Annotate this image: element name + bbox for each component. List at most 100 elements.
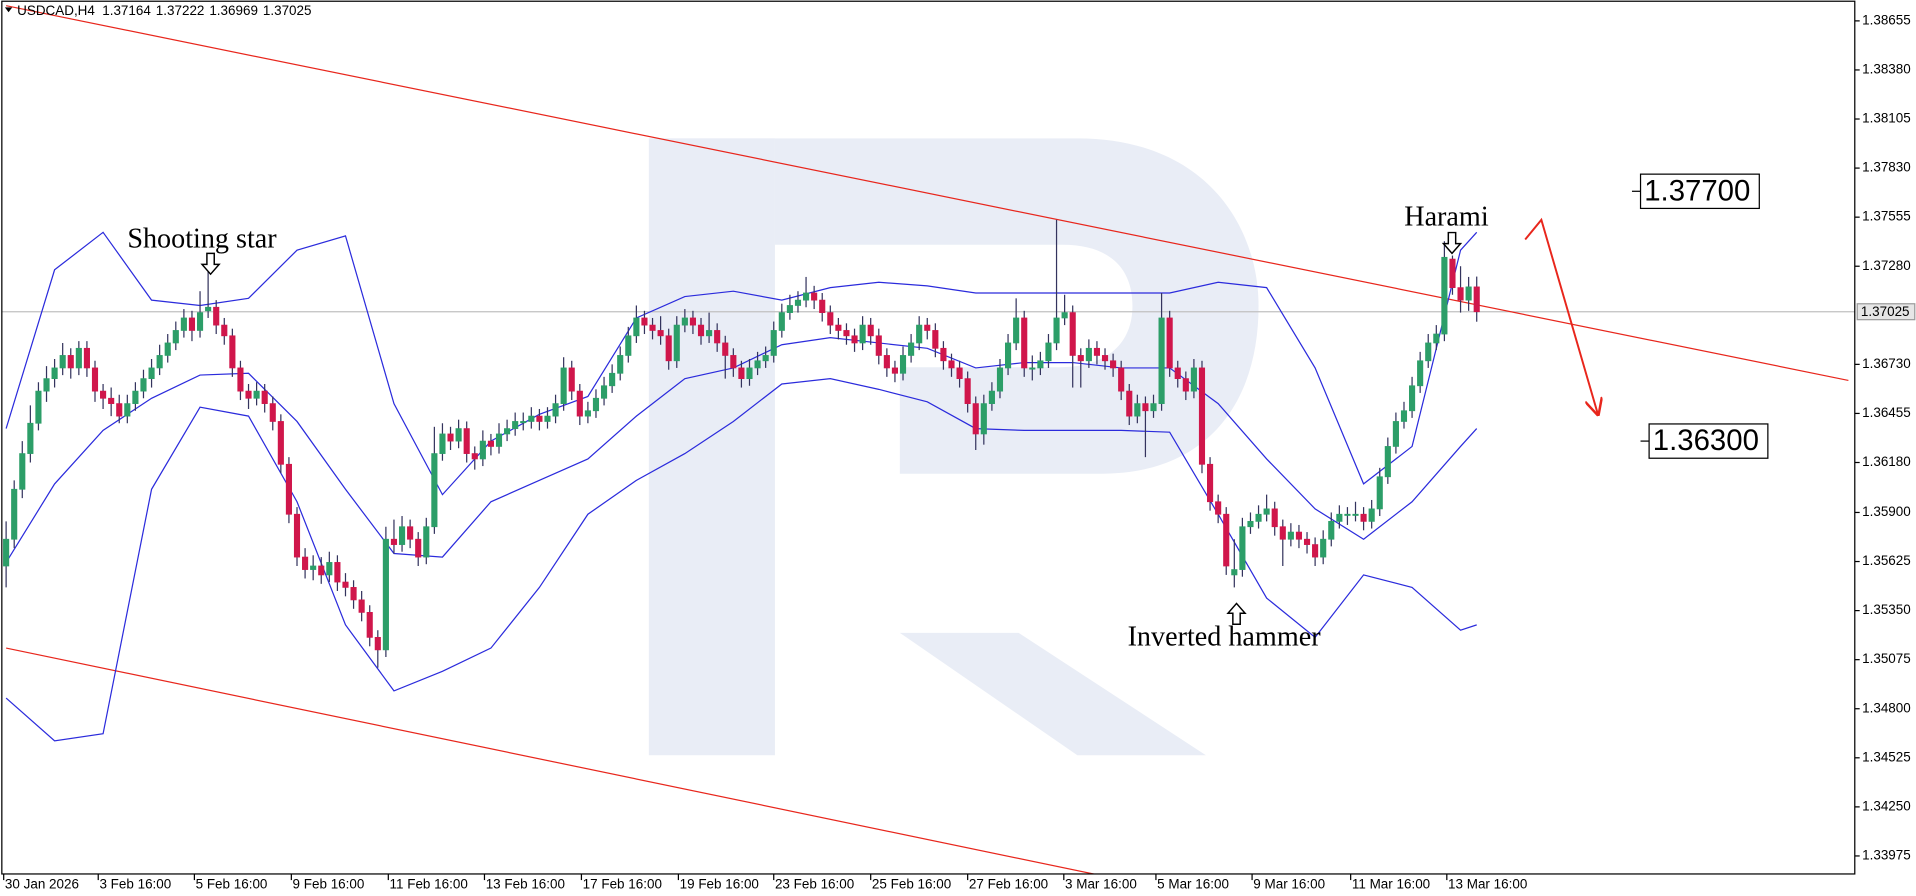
candle-body <box>778 312 785 331</box>
candle-body <box>956 367 963 380</box>
candle-body <box>407 526 414 540</box>
candle-body <box>35 390 42 424</box>
level-label: 1.37700 <box>1644 174 1750 207</box>
candle-body <box>948 360 955 369</box>
candle-body <box>1247 521 1254 528</box>
candle-body <box>1174 367 1181 380</box>
candle-body <box>67 355 74 369</box>
candle-body <box>318 565 325 576</box>
candle-body <box>657 330 664 337</box>
candle-body <box>972 403 979 435</box>
x-tick-label: 23 Feb 16:00 <box>775 877 854 892</box>
candle-body <box>891 367 899 374</box>
candle-body <box>172 330 179 344</box>
candle-body <box>1166 317 1173 369</box>
candle-body <box>415 538 422 558</box>
candle-body <box>1207 463 1214 503</box>
candle-body <box>358 599 365 613</box>
candle-body <box>326 562 333 576</box>
candle-body <box>1473 286 1480 313</box>
level-box <box>1639 173 1760 210</box>
candle-body <box>390 538 398 545</box>
candle-body <box>1295 531 1303 540</box>
candle-body <box>221 324 228 337</box>
candle-body <box>188 317 196 331</box>
y-tick-label: 1.34250 <box>1862 798 1911 813</box>
y-tick-label: 1.37830 <box>1862 160 1911 175</box>
candle-body <box>471 453 478 460</box>
candle-body <box>269 403 276 422</box>
candle-body <box>19 453 26 490</box>
candle-body <box>334 562 341 583</box>
candle-body <box>1409 385 1416 412</box>
candle-body <box>1101 355 1109 362</box>
candle-body <box>100 390 107 399</box>
candle-body <box>738 367 745 380</box>
candle-body <box>27 422 34 454</box>
candle-body <box>495 433 503 447</box>
candle-body <box>649 324 656 331</box>
y-tick-label: 1.34800 <box>1862 700 1911 715</box>
band-line <box>5 378 1477 742</box>
candle-body <box>964 378 971 404</box>
x-tick-label: 25 Feb 16:00 <box>872 877 951 892</box>
annotation: Shooting star <box>127 224 277 255</box>
candle-body <box>1360 513 1367 522</box>
candle-body <box>59 355 66 369</box>
candle-body <box>1053 317 1060 344</box>
x-tick-label: 11 Feb 16:00 <box>390 877 468 892</box>
candle-body <box>108 397 115 404</box>
candle-body <box>285 463 292 515</box>
candle-body <box>261 390 268 404</box>
candle-body <box>875 335 882 356</box>
candle-body <box>245 390 252 399</box>
candle-body <box>819 299 826 313</box>
candle-body <box>600 385 608 399</box>
candle-body <box>528 415 535 422</box>
candle-body <box>1077 355 1084 362</box>
watermark <box>648 138 1259 756</box>
annotation: Inverted hammer <box>1128 621 1322 652</box>
trend-line <box>5 5 1849 382</box>
x-tick-label: 27 Feb 16:00 <box>969 877 1048 892</box>
candle-body <box>560 367 567 404</box>
candle-body <box>237 367 244 392</box>
candle-body <box>1441 256 1448 335</box>
y-tick-label: 1.35350 <box>1862 602 1911 617</box>
candle-body <box>3 538 10 567</box>
candle-body <box>1425 342 1432 362</box>
x-tick-label: 3 Feb 16:00 <box>99 877 171 892</box>
x-tick-label: 11 Mar 16:00 <box>1352 877 1430 892</box>
candle-body <box>398 526 406 545</box>
candle-body <box>1255 513 1262 522</box>
candle-body <box>164 342 171 356</box>
candle-body <box>714 330 721 344</box>
candle-body <box>1158 317 1165 404</box>
candle-body <box>908 342 915 356</box>
menu-triangle <box>4 7 13 13</box>
candle-body <box>310 565 317 570</box>
candle-body <box>665 335 672 362</box>
candle-body <box>1085 347 1092 362</box>
candle-body <box>455 428 462 442</box>
candle-body <box>1287 531 1294 540</box>
y-tick-label: 1.37280 <box>1862 258 1911 273</box>
x-tick-label: 3 Mar 16:00 <box>1065 877 1137 892</box>
candle-body <box>277 421 284 465</box>
candle-body <box>859 324 866 344</box>
candle-body <box>1457 287 1464 301</box>
symbol: USDCAD,H4 <box>17 3 95 18</box>
x-tick-label: 30 Jan 2026 <box>5 877 79 892</box>
candle-body <box>1215 501 1222 515</box>
candle-body <box>1069 312 1076 356</box>
x-tick-label: 5 Feb 16:00 <box>196 877 268 892</box>
y-tick-label: 1.38655 <box>1862 12 1911 27</box>
y-tick-label: 1.38380 <box>1862 62 1911 77</box>
candle-body <box>576 390 583 417</box>
x-tick-label: 9 Feb 16:00 <box>293 877 365 892</box>
candle-body <box>706 330 713 337</box>
candle-body <box>1182 378 1189 392</box>
candle-body <box>463 428 470 454</box>
y-tick-label: 1.35900 <box>1862 504 1911 519</box>
candle-body <box>681 317 688 326</box>
